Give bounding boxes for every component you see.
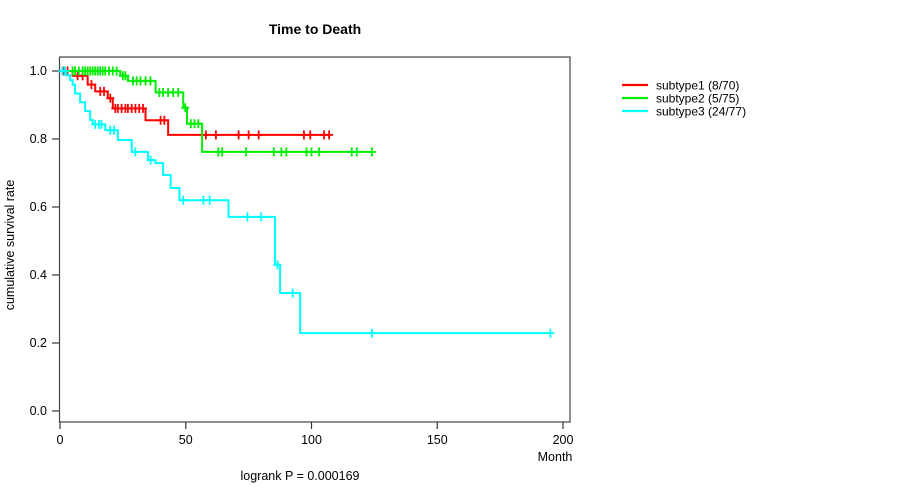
x-tick-label: 0 [57, 433, 64, 447]
y-tick-label: 0.0 [30, 404, 47, 418]
plot-box [58, 56, 571, 423]
chart-title: Time to Death [269, 21, 361, 37]
y-tick-label: 0.6 [30, 200, 47, 214]
y-tick-label: 0.4 [30, 268, 47, 282]
y-tick-label: 0.2 [30, 336, 47, 350]
y-tick-label: 1.0 [30, 64, 47, 78]
legend-entry-subtype2: subtype2 (5/75) [622, 92, 739, 106]
legend-label-subtype3: subtype3 (24/77) [656, 105, 746, 119]
legend-label-subtype1: subtype1 (8/70) [656, 79, 739, 93]
y-axis-label: cumulative survival rate [3, 180, 17, 311]
legend: subtype1 (8/70) subtype2 (5/75) subtype3… [622, 79, 746, 119]
legend-entry-subtype1: subtype1 (8/70) [622, 79, 739, 93]
x-tick-label: 200 [553, 433, 574, 447]
logrank-pvalue-text: logrank P = 0.000169 [241, 469, 360, 483]
km-curve-3 [60, 70, 551, 335]
censor-marks-3 [58, 66, 555, 338]
legend-label-subtype2: subtype2 (5/75) [656, 92, 739, 106]
x-tick-label: 50 [179, 433, 193, 447]
x-tick-label: 100 [301, 433, 322, 447]
legend-entry-subtype3: subtype3 (24/77) [622, 105, 746, 119]
censor-marks-2 [68, 66, 376, 157]
x-axis-label: Month [538, 450, 573, 464]
axes-layer: 0 50 100 150 200 0.0 0.2 0.4 0.6 0.8 1.0 [30, 64, 574, 447]
km-curve-2 [60, 70, 372, 153]
series-layer [58, 66, 555, 338]
x-tick-label: 150 [427, 433, 448, 447]
y-tick-label: 0.8 [30, 132, 47, 146]
